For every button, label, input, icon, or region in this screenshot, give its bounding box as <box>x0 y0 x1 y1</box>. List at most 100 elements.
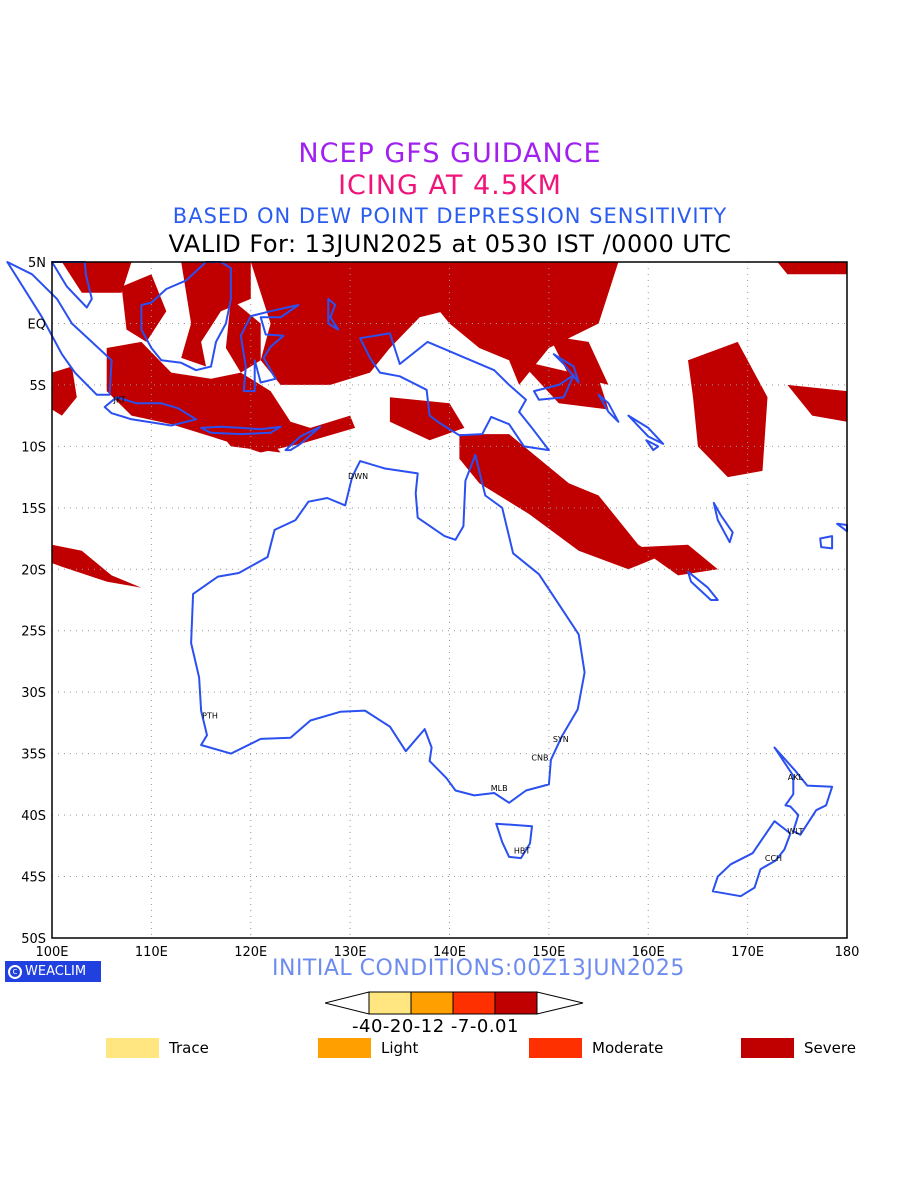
lat-tick-label: 30S <box>21 686 46 701</box>
legend-swatch-trace <box>106 1038 159 1058</box>
coastline <box>533 374 575 401</box>
colorbar-right-arrow <box>536 991 584 1015</box>
map-frame <box>51 261 848 939</box>
lon-tick-label: 110E <box>135 945 168 960</box>
lat-tick-label: 45S <box>21 871 46 886</box>
coastline <box>552 353 580 384</box>
colorbar-labels: -40-20-12 -7-0.01 <box>352 1016 519 1037</box>
legend-item-light: Light <box>318 1037 418 1059</box>
colorbar <box>325 991 584 1015</box>
axis-tick-labels: 100E 110E 120E 130E 140E 150E 160E 170E 180 5N EQ 5… <box>21 256 859 960</box>
lon-tick-label: 170E <box>731 945 764 960</box>
colorbar-trace <box>368 991 412 1015</box>
legend-item-moderate: Moderate <box>529 1037 663 1059</box>
coastline <box>597 393 620 423</box>
coastline <box>495 822 533 860</box>
severe-icing-area <box>52 366 77 416</box>
legend-item-severe: Severe <box>741 1037 856 1059</box>
coastline <box>712 501 734 544</box>
station-label-pth: PTH <box>202 712 218 721</box>
lat-tick-label: 15S <box>21 502 46 517</box>
lat-tick-label: 5S <box>29 379 46 394</box>
lat-tick-label: 20S <box>21 563 46 578</box>
lon-tick-label: 130E <box>334 945 367 960</box>
severe-icing-area <box>389 397 465 441</box>
coastline <box>327 297 340 331</box>
lon-tick-label: 180 <box>835 945 860 960</box>
legend-swatch-severe <box>741 1038 794 1058</box>
title-valid-time: VALID For: 13JUN2025 at 0530 IST /0000 U… <box>168 230 732 258</box>
legend-item-trace: Trace <box>106 1037 209 1059</box>
legend-label-light: Light <box>381 1039 419 1057</box>
legend-label-severe: Severe <box>804 1039 856 1057</box>
station-label-dwn: DWN <box>348 472 368 481</box>
severe-icing-area <box>548 335 609 385</box>
coastline <box>687 570 719 601</box>
legend-label-moderate: Moderate <box>592 1039 664 1057</box>
colorbar-severe <box>494 991 538 1015</box>
lat-tick-label: 25S <box>21 625 46 640</box>
coastline <box>819 535 834 550</box>
lon-tick-label: 120E <box>234 945 267 960</box>
coastline <box>836 522 848 533</box>
station-label-jkt: JKT <box>113 396 126 405</box>
station-label-hbt: HBT <box>514 847 531 856</box>
legend-label-trace: Trace <box>169 1039 209 1057</box>
severe-icing-area <box>211 421 281 453</box>
intensity-legend: Trace Light Moderate Severe <box>0 1037 900 1061</box>
severe-icing-area <box>688 341 768 478</box>
coastline <box>627 414 665 445</box>
title-model: NCEP GFS GUIDANCE <box>298 138 602 169</box>
severe-icing-area <box>777 262 847 275</box>
coastline <box>359 332 550 452</box>
station-label-syn: SYN <box>553 735 569 744</box>
station-label-cch: CCH <box>765 854 782 863</box>
station-label-wlt: WLT <box>787 827 803 836</box>
lat-tick-label: EQ <box>28 317 46 332</box>
coastline <box>200 425 282 436</box>
coastline <box>6 261 113 396</box>
lon-tick-label: 100E <box>35 945 68 960</box>
title-method: BASED ON DEW POINT DEPRESSION SENSITIVIT… <box>172 204 728 228</box>
coastline <box>190 454 586 804</box>
title-product: ICING AT 4.5KM <box>338 170 562 201</box>
lat-tick-label: 40S <box>21 809 46 824</box>
legend-swatch-moderate <box>529 1038 582 1058</box>
colorbar-left-arrow <box>325 991 370 1015</box>
severe-icing-area <box>181 262 251 367</box>
severe-icing-area <box>52 544 142 588</box>
lat-lon-gridlines <box>52 262 847 938</box>
lon-tick-label: 140E <box>433 945 466 960</box>
station-label-mlb: MLB <box>491 784 508 793</box>
severe-icing-area <box>121 274 167 342</box>
severe-icing-area <box>225 298 261 373</box>
severe-icing-area <box>459 434 659 570</box>
lat-tick-label: 5N <box>28 256 46 271</box>
coastline <box>773 746 834 836</box>
severe-icing-area <box>106 341 356 453</box>
severe-icing-area <box>638 544 718 576</box>
severe-icing-area <box>61 262 132 293</box>
lat-tick-label: 50S <box>21 932 46 947</box>
severe-icing-area <box>519 360 609 410</box>
colorbar-light <box>410 991 454 1015</box>
weaclim-logo: c WEACLIM <box>5 961 101 982</box>
coastline <box>645 439 660 452</box>
coastline <box>284 425 322 452</box>
lat-tick-label: 10S <box>21 440 46 455</box>
lat-tick-label: 35S <box>21 748 46 763</box>
lon-tick-label: 160E <box>632 945 665 960</box>
coastline <box>103 396 198 427</box>
station-label-akl: AKL <box>788 773 804 782</box>
legend-swatch-light <box>318 1038 371 1058</box>
coastline <box>140 261 232 372</box>
initial-conditions: INITIAL CONDITIONS:00Z13JUN2025 <box>272 956 685 981</box>
brand-name: WEACLIM <box>25 964 87 979</box>
lon-tick-label: 150E <box>532 945 565 960</box>
severe-icing-areas <box>52 262 847 588</box>
severe-icing-area <box>429 262 619 385</box>
severe-icing-area <box>787 384 847 422</box>
colorbar-moderate <box>452 991 496 1015</box>
coastline <box>239 304 300 393</box>
